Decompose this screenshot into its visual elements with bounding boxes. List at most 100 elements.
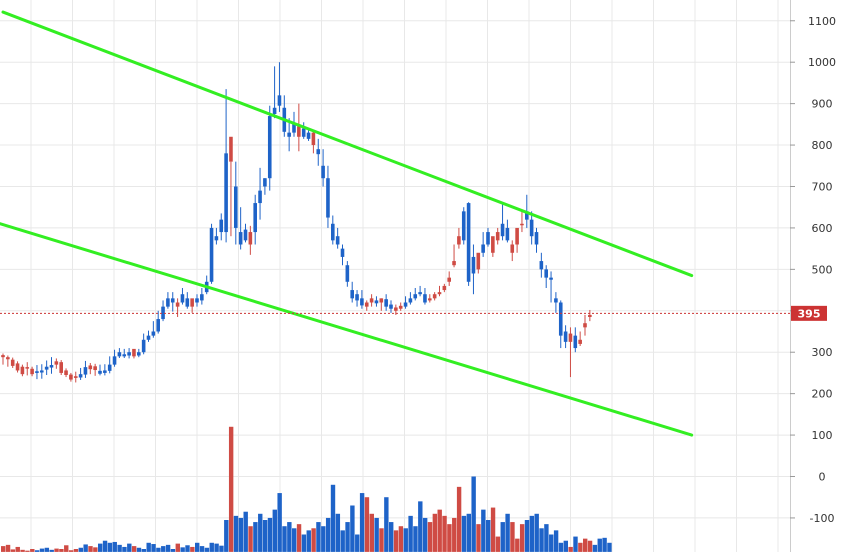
candle-body bbox=[88, 365, 93, 370]
volume-bar bbox=[340, 530, 345, 552]
volume-bars bbox=[1, 426, 612, 552]
candle-body bbox=[306, 132, 311, 139]
volume-bar bbox=[379, 528, 384, 552]
volume-bar bbox=[199, 546, 205, 552]
volume-bar bbox=[456, 486, 462, 552]
candle-body bbox=[335, 236, 340, 245]
volume-bar bbox=[374, 517, 379, 552]
volume-bar bbox=[224, 520, 229, 552]
candle-body bbox=[69, 374, 73, 380]
candle-body bbox=[355, 294, 359, 301]
candle-body bbox=[326, 178, 330, 218]
volume-bar bbox=[83, 544, 88, 552]
volume-bar bbox=[204, 547, 210, 552]
volume-bar bbox=[607, 542, 612, 552]
volume-bar bbox=[466, 513, 471, 552]
candle-body bbox=[558, 302, 563, 336]
candle-body bbox=[331, 223, 335, 241]
candle-body bbox=[15, 363, 20, 371]
price-tick-label: 1000 bbox=[808, 56, 836, 69]
last-price-badge bbox=[791, 305, 827, 321]
candle-body bbox=[146, 335, 151, 340]
volume-bar bbox=[500, 522, 505, 552]
candle-body bbox=[73, 376, 78, 378]
volume-bar bbox=[422, 517, 428, 552]
volume-bar bbox=[151, 544, 156, 552]
candle-body bbox=[457, 236, 461, 245]
candle-body bbox=[93, 366, 97, 371]
volume-bar bbox=[481, 509, 486, 552]
candle-body bbox=[156, 319, 160, 332]
volume-bar bbox=[442, 515, 447, 552]
candle-body bbox=[495, 232, 500, 241]
volume-bar bbox=[510, 522, 515, 552]
candle-body bbox=[141, 339, 146, 353]
candle-body bbox=[432, 294, 437, 299]
candle-body bbox=[20, 366, 25, 375]
volume-bar bbox=[524, 520, 530, 552]
volume-bar bbox=[413, 526, 418, 552]
candle-body bbox=[195, 298, 199, 303]
volume-bar bbox=[330, 484, 336, 552]
candle-body bbox=[132, 348, 136, 357]
candle-body bbox=[491, 236, 495, 253]
volume-bar bbox=[228, 426, 234, 552]
candle-body bbox=[340, 248, 345, 257]
volume-bar bbox=[393, 530, 399, 552]
candle-body bbox=[573, 335, 578, 349]
volume-bar bbox=[54, 548, 59, 552]
candle-body bbox=[316, 149, 321, 155]
volume-bar bbox=[214, 543, 219, 552]
volume-bar bbox=[306, 530, 311, 552]
candle-body bbox=[40, 370, 44, 373]
volume-bar bbox=[161, 546, 166, 552]
candle-body bbox=[44, 366, 49, 370]
volume-bar bbox=[355, 534, 360, 552]
volume-bar bbox=[359, 493, 365, 552]
volume-bar bbox=[471, 476, 476, 552]
volume-bar bbox=[408, 515, 413, 552]
volume-bar bbox=[534, 513, 539, 552]
lower-channel-trendline bbox=[0, 222, 694, 437]
candle-body bbox=[190, 298, 194, 307]
volume-bar bbox=[88, 546, 93, 552]
volume-bar bbox=[15, 546, 20, 552]
candle-body bbox=[253, 203, 257, 233]
candle-body bbox=[554, 298, 558, 303]
volume-bar bbox=[490, 507, 496, 552]
candle-body bbox=[49, 365, 54, 368]
candle-body bbox=[64, 370, 68, 375]
volume-bar bbox=[369, 513, 374, 552]
volume-bar bbox=[389, 522, 394, 552]
candle-body bbox=[442, 285, 447, 291]
candle-body bbox=[103, 370, 107, 373]
volume-bar bbox=[350, 505, 355, 552]
candle-body bbox=[345, 265, 350, 282]
candle-body bbox=[520, 223, 524, 226]
candle-body bbox=[59, 362, 63, 373]
volume-bar bbox=[316, 522, 321, 552]
volume-bar bbox=[384, 497, 389, 552]
volume-bar bbox=[553, 530, 559, 552]
volume-bar bbox=[165, 544, 171, 552]
price-tick-label: 900 bbox=[812, 98, 833, 111]
candle-body bbox=[578, 339, 582, 344]
candle-body bbox=[10, 359, 15, 366]
candle-body bbox=[428, 298, 432, 301]
volume-bar bbox=[170, 549, 176, 552]
volume-bar bbox=[549, 534, 554, 552]
volume-bar bbox=[335, 513, 341, 552]
candle-body bbox=[170, 298, 175, 303]
volume-bar bbox=[578, 542, 583, 552]
candle-body bbox=[234, 186, 238, 228]
candle-body bbox=[117, 352, 122, 357]
candle-body bbox=[374, 300, 379, 304]
volume-bar bbox=[30, 549, 35, 552]
volume-bar bbox=[325, 517, 331, 552]
candle-body bbox=[6, 357, 10, 360]
candle-body bbox=[515, 227, 519, 245]
volume-bar bbox=[345, 522, 350, 552]
candle-body bbox=[398, 305, 403, 309]
candle-body bbox=[166, 298, 170, 307]
